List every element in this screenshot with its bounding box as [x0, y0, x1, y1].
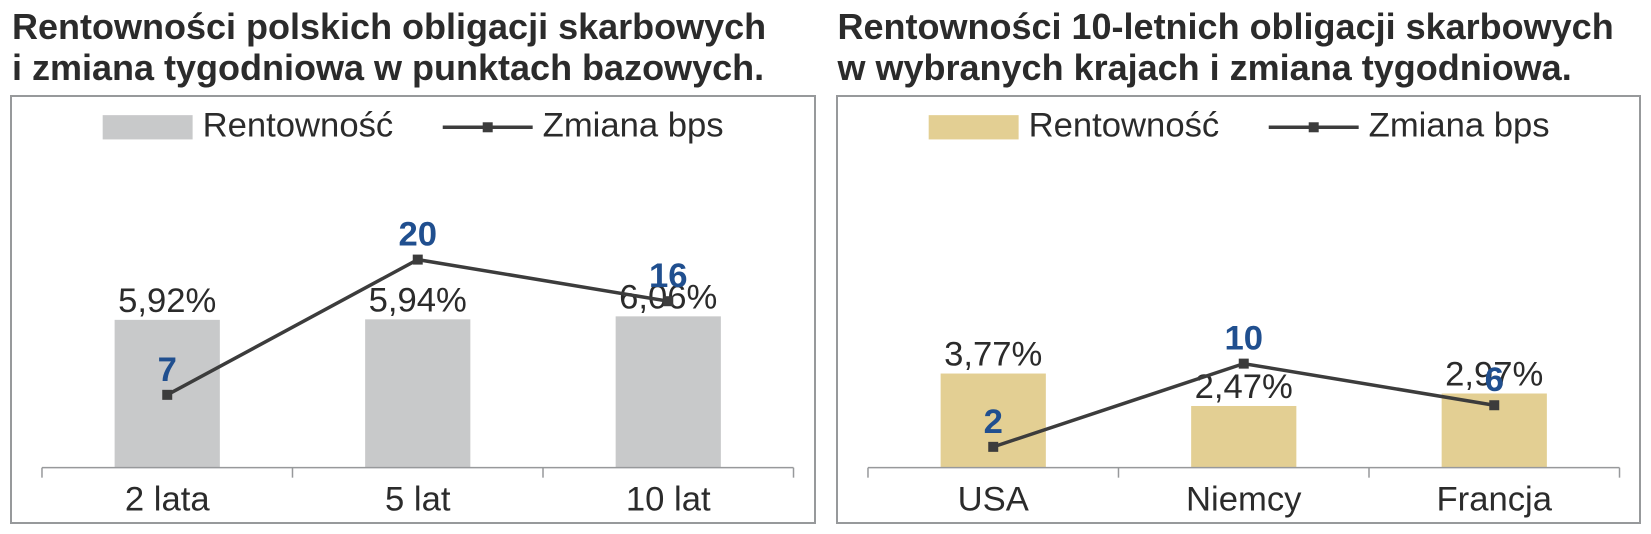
line-value-label: 10 [1224, 319, 1263, 357]
x-axis-category-label: 10 lat [626, 480, 711, 518]
bar-value-label: 5,92% [118, 282, 216, 320]
line-value-label: 20 [398, 215, 437, 253]
bar [1191, 406, 1296, 468]
left-chart-svg: RentownośćZmiana bps5,92%5,94%6,06%72016… [12, 97, 814, 522]
line-value-label: 16 [649, 257, 688, 295]
bar-value-label: 3,77% [944, 335, 1042, 373]
x-axis-category-label: 2 lata [125, 480, 210, 518]
page-root: Rentowności polskich obligacji skarbowyc… [0, 0, 1651, 534]
x-axis-category-label: Francja [1436, 480, 1552, 518]
line-marker [413, 254, 423, 264]
line-value-label: 2 [983, 403, 1002, 441]
x-axis-category-label: Niemcy [1186, 480, 1302, 518]
legend-bar-swatch [928, 115, 1018, 139]
legend-line-label: Zmiana bps [543, 106, 724, 144]
legend-bar-swatch [103, 115, 193, 139]
legend-line-label: Zmiana bps [1368, 106, 1549, 144]
legend-line-swatch-marker [483, 122, 493, 132]
bar-value-label: 5,94% [369, 281, 467, 319]
right-chart-title: Rentowności 10-letnich obligacji skarbow… [838, 6, 1642, 89]
line-marker [1238, 358, 1248, 368]
left-panel: Rentowności polskich obligacji skarbowyc… [10, 6, 816, 524]
line-marker [663, 296, 673, 306]
legend-bar-label: Rentowność [1028, 106, 1219, 144]
line-value-label: 7 [158, 351, 177, 389]
bar [365, 319, 470, 467]
right-panel: Rentowności 10-letnich obligacji skarbow… [836, 6, 1642, 524]
bar [616, 316, 721, 467]
right-chart-box: RentownośćZmiana bps3,77%2,47%2,97%2106U… [836, 95, 1642, 524]
legend-bar-label: Rentowność [203, 106, 394, 144]
x-axis-category-label: 5 lat [385, 480, 451, 518]
line-marker [1489, 400, 1499, 410]
line-marker [162, 390, 172, 400]
right-chart-svg: RentownośćZmiana bps3,77%2,47%2,97%2106U… [838, 97, 1640, 522]
x-axis-category-label: USA [957, 480, 1029, 518]
left-chart-title: Rentowności polskich obligacji skarbowyc… [12, 6, 816, 89]
line-value-label: 6 [1484, 361, 1503, 399]
line-marker [988, 442, 998, 452]
left-chart-box: RentownośćZmiana bps5,92%5,94%6,06%72016… [10, 95, 816, 524]
legend-line-swatch-marker [1308, 122, 1318, 132]
